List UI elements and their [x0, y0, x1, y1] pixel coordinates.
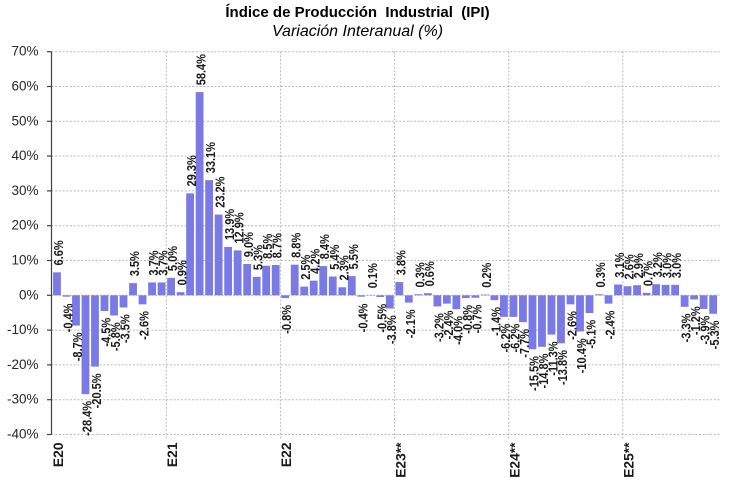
svg-text:3.7%: 3.7% [156, 250, 171, 275]
svg-text:0.9%: 0.9% [175, 260, 190, 285]
svg-text:-10%: -10% [7, 322, 39, 337]
svg-text:4.2%: 4.2% [308, 248, 323, 273]
svg-text:-6.2%: -6.2% [508, 323, 523, 352]
svg-text:Variación Interanual (%): Variación Interanual (%) [272, 23, 443, 40]
svg-text:29.3%: 29.3% [184, 155, 199, 187]
svg-text:8.7%: 8.7% [270, 233, 285, 258]
svg-text:E22: E22 [279, 442, 294, 467]
svg-text:E25**: E25** [622, 442, 637, 478]
svg-text:58.4%: 58.4% [194, 54, 209, 86]
svg-text:50%: 50% [11, 113, 38, 128]
svg-text:12.9%: 12.9% [232, 212, 247, 244]
svg-text:Índice de Producción Industri: Índice de Producción Industrial (IPI) [225, 4, 489, 21]
svg-text:70%: 70% [11, 44, 38, 59]
svg-text:33.1%: 33.1% [203, 142, 218, 174]
svg-text:-2.6%: -2.6% [565, 311, 580, 340]
svg-text:5.5%: 5.5% [346, 244, 361, 269]
svg-text:-1.2%: -1.2% [688, 306, 703, 335]
svg-text:0.6%: 0.6% [422, 261, 437, 286]
svg-text:-5.3%: -5.3% [707, 320, 722, 349]
svg-text:-3.3%: -3.3% [679, 313, 694, 342]
svg-text:-8.7%: -8.7% [70, 332, 85, 361]
svg-text:-0.8%: -0.8% [279, 305, 294, 334]
svg-text:-3.9%: -3.9% [698, 315, 713, 344]
svg-text:9.0%: 9.0% [241, 232, 256, 257]
svg-text:E21: E21 [165, 442, 180, 467]
svg-text:-14.8%: -14.8% [536, 353, 551, 388]
svg-text:-13.8%: -13.8% [555, 350, 570, 385]
svg-text:3.2%: 3.2% [650, 252, 665, 277]
svg-text:8.5%: 8.5% [260, 233, 275, 258]
svg-text:2.5%: 2.5% [298, 254, 313, 279]
svg-text:-4.5%: -4.5% [99, 318, 114, 347]
svg-text:0.3%: 0.3% [412, 262, 427, 287]
svg-text:3.5%: 3.5% [127, 251, 142, 276]
svg-text:-2.4%: -2.4% [441, 310, 456, 339]
svg-text:-20.5%: -20.5% [89, 373, 104, 408]
svg-text:-0.8%: -0.8% [460, 305, 475, 334]
svg-text:-3.2%: -3.2% [432, 313, 447, 342]
svg-text:3.8%: 3.8% [393, 250, 408, 275]
svg-text:0%: 0% [19, 287, 39, 302]
svg-text:13.9%: 13.9% [222, 209, 237, 241]
svg-text:-40%: -40% [7, 427, 39, 442]
svg-text:5.4%: 5.4% [327, 244, 342, 269]
svg-text:0.3%: 0.3% [593, 262, 608, 287]
svg-text:5.3%: 5.3% [251, 245, 266, 270]
svg-text:-0.5%: -0.5% [374, 304, 389, 333]
svg-text:30%: 30% [11, 183, 38, 198]
svg-text:-2.1%: -2.1% [403, 309, 418, 338]
svg-text:5.0%: 5.0% [165, 246, 180, 271]
svg-text:20%: 20% [11, 218, 38, 233]
svg-text:-10.4%: -10.4% [574, 338, 589, 373]
svg-text:-5.1%: -5.1% [584, 320, 599, 349]
svg-text:3.0%: 3.0% [660, 253, 675, 278]
svg-text:-2.6%: -2.6% [137, 311, 152, 340]
svg-text:-2.4%: -2.4% [603, 310, 618, 339]
svg-text:-28.4%: -28.4% [80, 401, 95, 436]
svg-text:3.7%: 3.7% [146, 250, 161, 275]
svg-text:E24**: E24** [507, 442, 522, 478]
svg-text:0.7%: 0.7% [641, 261, 656, 286]
svg-text:2.6%: 2.6% [622, 254, 637, 279]
svg-text:-3.8%: -3.8% [384, 315, 399, 344]
svg-text:2.3%: 2.3% [336, 255, 351, 280]
svg-text:23.2%: 23.2% [213, 176, 228, 208]
svg-text:-15.5%: -15.5% [527, 356, 542, 391]
svg-text:-3.5%: -3.5% [118, 314, 133, 343]
svg-text:0.1%: 0.1% [365, 263, 380, 288]
svg-text:-6.2%: -6.2% [498, 323, 513, 352]
svg-text:-0.7%: -0.7% [470, 304, 485, 333]
svg-text:-20%: -20% [7, 357, 39, 372]
svg-text:-0.4%: -0.4% [355, 303, 370, 332]
svg-text:8.4%: 8.4% [317, 234, 332, 259]
svg-text:40%: 40% [11, 148, 38, 163]
svg-text:60%: 60% [11, 79, 38, 94]
svg-text:E20: E20 [51, 442, 66, 467]
svg-text:3.1%: 3.1% [612, 252, 627, 277]
svg-text:2.9%: 2.9% [631, 253, 646, 278]
svg-text:-7.7%: -7.7% [517, 329, 532, 358]
svg-text:-11.3%: -11.3% [546, 341, 561, 376]
svg-text:6.6%: 6.6% [51, 240, 66, 265]
svg-text:8.8%: 8.8% [289, 232, 304, 257]
svg-text:-5.8%: -5.8% [108, 322, 123, 351]
svg-text:10%: 10% [11, 253, 38, 268]
svg-text:E23**: E23** [393, 442, 408, 478]
svg-text:-4.0%: -4.0% [451, 316, 466, 345]
svg-text:-30%: -30% [7, 392, 39, 407]
svg-text:0.2%: 0.2% [479, 262, 494, 287]
svg-text:-1.4%: -1.4% [489, 307, 504, 336]
svg-text:3.0%: 3.0% [669, 253, 684, 278]
svg-text:-0.4%: -0.4% [61, 303, 76, 332]
